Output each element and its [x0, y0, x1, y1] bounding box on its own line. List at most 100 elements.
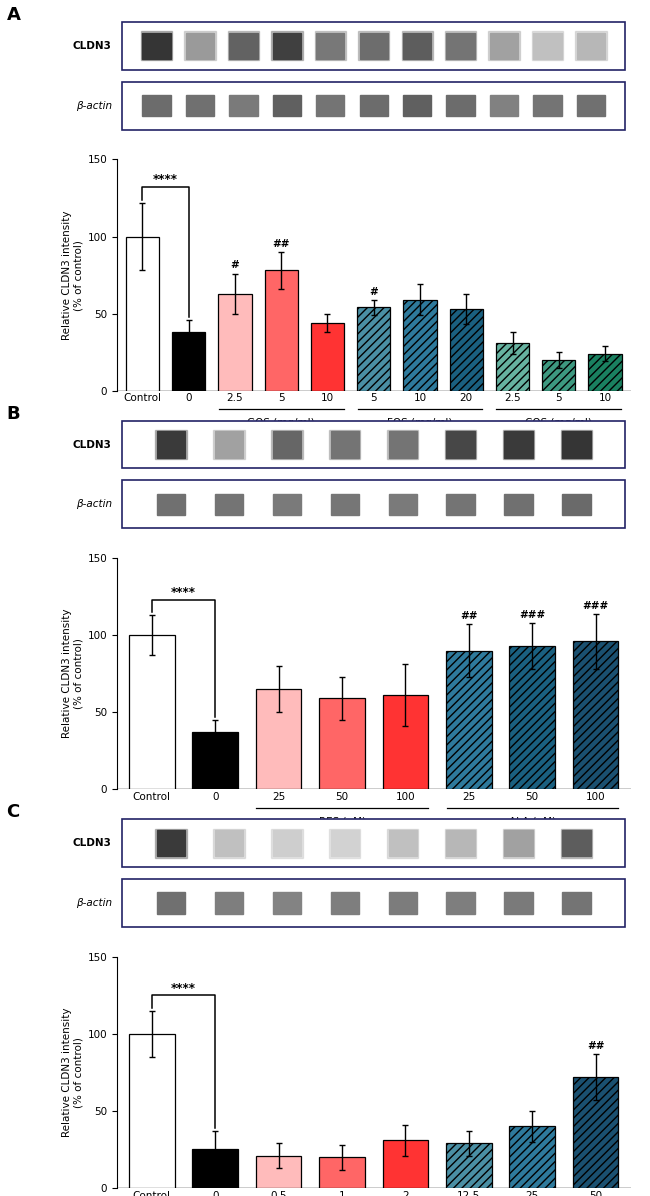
Bar — [331, 432, 359, 458]
Bar — [215, 432, 243, 458]
Bar — [445, 829, 476, 858]
Bar — [122, 481, 625, 529]
Bar — [450, 309, 483, 391]
Bar — [562, 432, 591, 458]
Bar — [562, 494, 591, 515]
Bar — [446, 651, 491, 789]
Bar — [357, 307, 391, 391]
Bar — [447, 32, 474, 59]
Bar — [504, 494, 532, 515]
Bar — [504, 432, 532, 458]
Bar — [534, 94, 562, 116]
Text: Model: Model — [389, 836, 422, 846]
Text: CLDN3: CLDN3 — [73, 838, 112, 848]
Text: COS (mg/ml): COS (mg/ml) — [525, 419, 592, 428]
Bar — [185, 31, 216, 60]
Bar — [122, 22, 625, 69]
Bar — [186, 32, 214, 59]
Bar — [389, 494, 417, 515]
Text: ****: **** — [171, 982, 196, 995]
Bar — [503, 431, 534, 459]
Bar — [319, 1158, 365, 1188]
Bar — [142, 32, 171, 59]
Bar — [577, 94, 605, 116]
Bar — [573, 641, 618, 789]
Bar — [122, 81, 625, 129]
Bar — [122, 481, 625, 529]
Bar — [447, 432, 474, 458]
Bar — [273, 892, 301, 914]
Bar — [561, 829, 592, 858]
Bar — [510, 646, 555, 789]
Text: ****: **** — [171, 586, 196, 599]
Text: ##: ## — [272, 239, 290, 249]
Bar — [271, 431, 302, 459]
Bar — [488, 31, 520, 60]
Text: #: # — [231, 261, 239, 270]
Bar — [271, 829, 302, 858]
Bar — [122, 22, 625, 69]
Bar — [387, 431, 419, 459]
Bar — [534, 32, 562, 59]
Bar — [129, 635, 175, 789]
Bar — [215, 830, 243, 856]
Bar — [445, 431, 476, 459]
Bar — [142, 94, 171, 116]
Bar — [319, 698, 365, 789]
Bar — [562, 830, 591, 856]
Bar — [129, 1033, 175, 1188]
Bar — [403, 94, 432, 116]
Bar — [329, 829, 361, 858]
Bar — [331, 830, 359, 856]
Bar — [256, 1155, 302, 1188]
Bar — [155, 431, 187, 459]
Text: C: C — [6, 804, 20, 822]
Bar — [227, 31, 259, 60]
Bar — [213, 829, 244, 858]
Text: Model: Model — [380, 437, 413, 447]
Bar — [447, 494, 474, 515]
Bar — [218, 293, 252, 391]
Bar — [446, 1143, 491, 1188]
Bar — [490, 94, 518, 116]
Text: #: # — [369, 287, 378, 297]
Text: ##: ## — [460, 611, 478, 622]
Bar — [215, 494, 243, 515]
Bar — [445, 31, 476, 60]
Bar — [331, 494, 359, 515]
Bar — [383, 695, 428, 789]
Bar — [215, 892, 243, 914]
Bar — [157, 494, 185, 515]
Bar — [126, 237, 159, 391]
Bar — [271, 31, 302, 60]
Text: B: B — [6, 404, 20, 422]
Bar — [157, 830, 185, 856]
Text: ****: **** — [153, 173, 178, 187]
Text: ###: ### — [582, 600, 609, 610]
Text: A: A — [6, 6, 20, 24]
Bar — [229, 94, 257, 116]
Text: CLDN3: CLDN3 — [73, 41, 112, 51]
Bar — [561, 431, 592, 459]
Bar — [447, 892, 474, 914]
Bar — [155, 829, 187, 858]
Bar — [315, 31, 346, 60]
Bar — [447, 830, 474, 856]
Bar — [316, 32, 344, 59]
Bar — [273, 432, 301, 458]
Y-axis label: Relative CLDN3 intensity
(% of control): Relative CLDN3 intensity (% of control) — [62, 1008, 83, 1137]
Bar — [329, 431, 361, 459]
Text: ###: ### — [519, 610, 545, 620]
Bar — [404, 300, 437, 391]
Text: GOS (mg/ml): GOS (mg/ml) — [248, 419, 315, 428]
Bar — [122, 879, 625, 927]
Bar — [490, 32, 518, 59]
Bar — [389, 432, 417, 458]
Bar — [316, 94, 344, 116]
Bar — [387, 829, 419, 858]
Text: FOS (mg/ml): FOS (mg/ml) — [387, 419, 452, 428]
Bar — [532, 31, 563, 60]
Bar — [273, 32, 301, 59]
Bar — [359, 94, 388, 116]
Bar — [358, 31, 389, 60]
